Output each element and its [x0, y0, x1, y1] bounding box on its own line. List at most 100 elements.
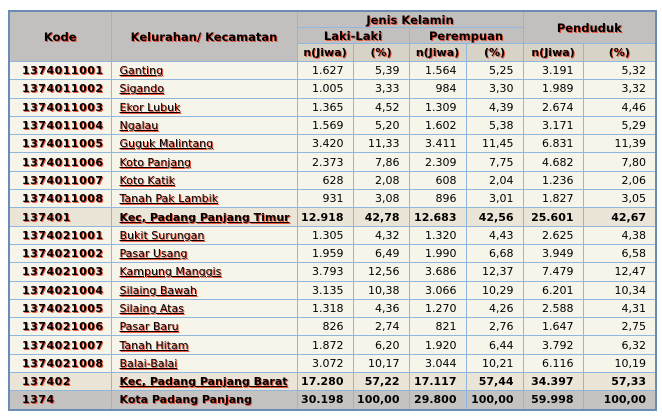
table-row: 1374021002 Pasar Usang 1.959 6,49 1.990 6,68 3… [8, 243, 657, 264]
kode-cell: 137402 [8, 372, 112, 392]
value-cell: 1.365 [296, 97, 354, 117]
header-kode: Kode [8, 10, 112, 62]
table-row: 1374011004 Ngalau 1.569 5,20 1.602 5,38 3.171 5… [8, 115, 657, 136]
value-cell: 1.602 [408, 115, 467, 136]
header-laki-percent: (%) [352, 43, 410, 62]
value-cell: 6,68 [465, 243, 524, 264]
value-cell: 3.949 [522, 243, 584, 264]
value-cell: 3.420 [296, 134, 354, 154]
value-cell: 1.320 [408, 225, 467, 245]
value-cell: 7.479 [522, 262, 584, 282]
value-cell: 1.564 [408, 60, 467, 81]
value-cell: 3.072 [296, 353, 354, 374]
value-cell: 34.397 [522, 372, 584, 392]
table-row: 1374011003 Ekor Lubuk 1.365 4,52 1.309 4,39 2.… [8, 97, 657, 117]
value-cell: 6,20 [352, 335, 410, 355]
value-cell: 3,33 [352, 79, 410, 99]
value-cell: 2,75 [582, 317, 657, 337]
value-cell: 2,74 [352, 317, 410, 337]
value-cell: 1.270 [408, 298, 467, 319]
population-by-gender-table: Kode Kelurahan/ Kecamatan Jenis Kelamin … [8, 10, 658, 411]
value-cell: 3.411 [408, 134, 467, 154]
table-row: 1374011006 Koto Panjang 2.373 7,86 2.309 7,75… [8, 152, 657, 172]
kelurahan-name-cell: Ekor Lubuk [110, 97, 298, 117]
header-perempuan-n-jiwa: n(Jiwa) [408, 43, 467, 62]
value-cell: 11,33 [352, 134, 410, 154]
value-cell: 6,44 [465, 335, 524, 355]
value-cell: 3.135 [296, 280, 354, 300]
value-cell: 1.989 [522, 79, 584, 99]
value-cell: 30.198 [296, 390, 354, 411]
kode-cell: 1374021001 [8, 225, 112, 245]
value-cell: 2.625 [522, 225, 584, 245]
value-cell: 6.201 [522, 280, 584, 300]
kode-cell: 1374021008 [8, 353, 112, 374]
value-cell: 1.318 [296, 298, 354, 319]
header-perempuan-percent: (%) [465, 43, 524, 62]
value-cell: 57,44 [465, 372, 524, 392]
header-jenis-kelamin: Jenis Kelamin [296, 10, 524, 28]
kode-cell: 1374011008 [8, 189, 112, 209]
value-cell: 25.601 [522, 207, 584, 227]
kelurahan-name-cell: Ganting [110, 60, 298, 81]
value-cell: 7,75 [465, 152, 524, 172]
value-cell: 4,26 [465, 298, 524, 319]
kode-cell: 1374021002 [8, 243, 112, 264]
kelurahan-name-cell: Koto Panjang [110, 152, 298, 172]
table-row: 1374021008 Balai-Balai 3.072 10,17 3.044 10,2… [8, 353, 657, 374]
value-cell: 4,46 [582, 97, 657, 117]
kelurahan-name-cell: Koto Katik [110, 170, 298, 191]
value-cell: 826 [296, 317, 354, 337]
value-cell: 10,19 [582, 353, 657, 374]
value-cell: 12,56 [352, 262, 410, 282]
header-laki-laki: Laki-Laki [296, 27, 410, 44]
value-cell: 3.066 [408, 280, 467, 300]
value-cell: 4,36 [352, 298, 410, 319]
kode-cell: 1374011001 [8, 60, 112, 81]
value-cell: 2,06 [582, 170, 657, 191]
value-cell: 5,39 [352, 60, 410, 81]
value-cell: 5,25 [465, 60, 524, 81]
header-penduduk-n-jiwa: n(Jiwa) [522, 43, 584, 62]
kode-cell: 1374021003 [8, 262, 112, 282]
value-cell: 1.236 [522, 170, 584, 191]
kode-cell: 1374011005 [8, 134, 112, 154]
value-cell: 1.309 [408, 97, 467, 117]
table-row: 1374021006 Pasar Baru 826 2,74 821 2,76 1.647 2… [8, 317, 657, 337]
kelurahan-name-cell: Guguk Malintang [110, 134, 298, 154]
table-row: 1374011002 Sigando 1.005 3,33 984 3,30 1.989 3,… [8, 79, 657, 99]
value-cell: 100,00 [465, 390, 524, 411]
value-cell: 7,86 [352, 152, 410, 172]
table-row: 1374021003 Kampung Manggis 3.793 12,56 3.686… [8, 262, 657, 282]
value-cell: 628 [296, 170, 354, 191]
header-perempuan: Perempuan [408, 27, 524, 44]
value-cell: 4.682 [522, 152, 584, 172]
value-cell: 7,80 [582, 152, 657, 172]
table-row: 1374011005 Guguk Malintang 3.420 11,33 3.411… [8, 134, 657, 154]
value-cell: 12.918 [296, 207, 354, 227]
value-cell: 10,21 [465, 353, 524, 374]
value-cell: 2,04 [465, 170, 524, 191]
value-cell: 1.647 [522, 317, 584, 337]
kelurahan-name-cell: Kec, Padang Panjang Timur [110, 207, 298, 227]
table-header: Kode Kelurahan/ Kecamatan Jenis Kelamin … [8, 10, 657, 62]
value-cell: 3.171 [522, 115, 584, 136]
value-cell: 2,08 [352, 170, 410, 191]
value-cell: 59.998 [522, 390, 584, 411]
value-cell: 1.627 [296, 60, 354, 81]
kelurahan-name-cell: Pasar Usang [110, 243, 298, 264]
value-cell: 6.116 [522, 353, 584, 374]
kelurahan-name-cell: Ngalau [110, 115, 298, 136]
value-cell: 3,08 [352, 189, 410, 209]
kelurahan-name-cell: Tanah Hitam [110, 335, 298, 355]
value-cell: 5,29 [582, 115, 657, 136]
value-cell: 3,05 [582, 189, 657, 209]
header-kelurahan-kecamatan: Kelurahan/ Kecamatan [110, 10, 298, 62]
value-cell: 4,38 [582, 225, 657, 245]
value-cell: 3,30 [465, 79, 524, 99]
value-cell: 4,39 [465, 97, 524, 117]
value-cell: 896 [408, 189, 467, 209]
value-cell: 3,01 [465, 189, 524, 209]
value-cell: 10,38 [352, 280, 410, 300]
table-row: 1374021005 Silaing Atas 1.318 4,36 1.270 4,26… [8, 298, 657, 319]
